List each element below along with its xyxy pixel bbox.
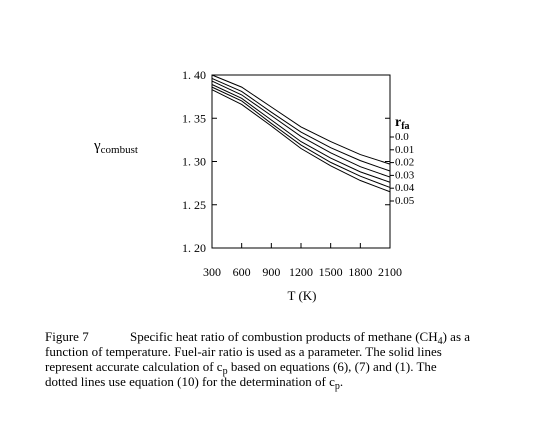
series-line	[211, 86, 391, 188]
y-tick-label: 1. 20	[182, 241, 206, 255]
y-tick-label: 1. 35	[182, 111, 206, 125]
legend-label: 0.05	[395, 195, 415, 207]
caption-line: represent accurate calculation of cp bas…	[45, 359, 437, 377]
legend-label: 0.01	[395, 144, 414, 156]
series-line	[211, 78, 391, 172]
series-line	[211, 89, 391, 193]
series-line	[211, 74, 391, 165]
legend-label: 0.03	[395, 169, 415, 181]
x-tick-label: 900	[262, 265, 280, 279]
legend-title: rfa	[395, 115, 410, 132]
x-tick-label: 600	[233, 265, 251, 279]
x-tick-label: 1200	[289, 265, 313, 279]
y-tick-label: 1. 40	[182, 68, 206, 82]
x-tick-label: 1500	[319, 265, 343, 279]
legend-label: 0.04	[395, 182, 415, 194]
x-tick-label: 1800	[348, 265, 372, 279]
caption-label: Figure 7	[45, 329, 89, 344]
y-tick-label: 1. 30	[182, 155, 206, 169]
x-tick-label: 300	[203, 265, 221, 279]
y-tick-label: 1. 25	[182, 198, 206, 212]
series-line	[211, 84, 391, 183]
caption-line: Specific heat ratio of combustion produc…	[130, 329, 470, 347]
legend-label: 0.0	[395, 131, 409, 143]
x-axis-label: T (K)	[287, 288, 316, 303]
caption-line: dotted lines use equation (10) for the d…	[45, 374, 343, 392]
y-axis-label: γcombust	[93, 138, 138, 156]
legend-label: 0.02	[395, 157, 414, 169]
caption-line: function of temperature. Fuel-air ratio …	[45, 344, 442, 359]
series-line	[211, 80, 391, 178]
x-tick-label: 2100	[378, 265, 402, 279]
